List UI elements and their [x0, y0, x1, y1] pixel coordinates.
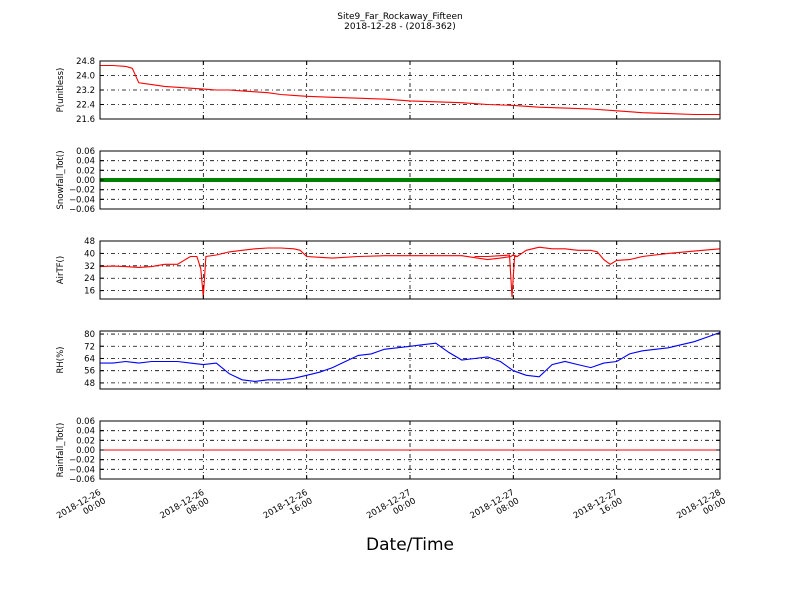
panel-0-series-0 [100, 64, 720, 116]
panel-3-ytick-label-3: 56 [84, 367, 95, 377]
panel-1-ytick-label-2: 0.02 [76, 166, 95, 176]
panel-3-ytick-label-2: 64 [84, 354, 95, 364]
x-tick-label-2: 2018-12-2616:00 [262, 488, 315, 530]
panel-4-ytick-label-5: −0.04 [69, 465, 95, 475]
x-tick-labels: 2018-12-2600:00 2018-12-2608:00 2018-12-26… [55, 488, 728, 530]
panel-2-ytick-label-0: 48 [84, 237, 95, 247]
panel-2-ylabel: AirTF() [56, 256, 66, 284]
panel-0-ytick-label-2: 23.2 [76, 86, 95, 96]
panel-3-ytick-label-1: 72 [84, 342, 95, 352]
panel-4: 0.060.040.020.00−0.02−0.04−0.06Rainfall_… [56, 417, 721, 485]
panel-2-ytick-label-4: 16 [84, 287, 95, 297]
panel-2-ytick-label-3: 24 [84, 274, 95, 284]
panel-0-ytick-label-4: 21.6 [76, 115, 95, 125]
panel-4-ytick-label-0: 0.06 [76, 417, 95, 427]
panel-3: 80 72 64 56 48 RH(%) [56, 330, 721, 390]
panel-4-ytick-label-3: 0.00 [76, 446, 95, 456]
panel-1-ytick-label-3: 0.00 [76, 176, 95, 186]
panel-0-ylabel: P(unitless) [56, 68, 66, 113]
x-tick-label-5: 2018-12-2716:00 [572, 488, 625, 530]
x-tick-label-1: 2018-12-2608:00 [158, 488, 211, 530]
panel-2-series-0 [99, 246, 721, 297]
panel-1-ytick-label-4: −0.02 [69, 186, 95, 196]
panel-2-series-1 [474, 254, 518, 297]
x-tick-label-3: 2018-12-2700:00 [365, 488, 418, 530]
x-tick-label-4: 2018-12-2708:00 [468, 488, 521, 530]
panel-1: 0.060.040.020.00−0.02−0.04−0.06Snowfall_… [56, 147, 721, 215]
x-tick-label-6: 2018-12-2800:00 [675, 488, 728, 530]
panel-1-ylabel: Snowfall_Tot() [56, 150, 66, 209]
panel-2-ytick-label-1: 40 [84, 249, 95, 259]
panel-3-ytick-label-4: 48 [84, 379, 95, 389]
panel-4-ylabel: Rainfall_Tot() [56, 423, 66, 478]
x-axis-label: Date/Time [366, 535, 454, 555]
chart-subtitle: 2018-12-28 - (2018-362) [344, 22, 456, 32]
panel-1-ytick-label-1: 0.04 [76, 157, 95, 167]
panel-3-ytick-label-0: 80 [84, 330, 95, 340]
panel-0-ytick-label-3: 22.4 [76, 101, 95, 111]
panel-4-ytick-label-1: 0.04 [76, 427, 95, 437]
x-tick-label-0: 2018-12-2600:00 [55, 488, 108, 530]
chart-panels: 24.824.023.222.421.6P(unitless)0.060.040… [56, 57, 721, 485]
panel-4-ytick-label-6: −0.06 [69, 475, 95, 485]
panel-1-ytick-label-6: −0.06 [69, 205, 95, 215]
panel-1-ytick-label-0: 0.06 [76, 147, 95, 157]
panel-4-ytick-label-2: 0.02 [76, 436, 95, 446]
panel-1-ytick-label-5: −0.04 [69, 195, 95, 205]
panel-3-ylabel: RH(%) [56, 346, 66, 373]
panel-4-ytick-label-4: −0.02 [69, 456, 95, 466]
panel-0-ytick-label-1: 24.0 [76, 72, 95, 82]
panel-3-series-0 [100, 331, 721, 382]
panel-0: 24.8 24.0 23.2 22.4 21.6 P(unitless) [56, 57, 721, 125]
panel-2-ytick-label-2: 32 [84, 262, 95, 272]
panel-2: 48 40 32 24 16 AirTF() [56, 237, 721, 300]
chart-title: Site9_Far_Rockaway_Fifteen [337, 12, 463, 22]
panel-0-ytick-label-0: 24.8 [76, 57, 95, 67]
